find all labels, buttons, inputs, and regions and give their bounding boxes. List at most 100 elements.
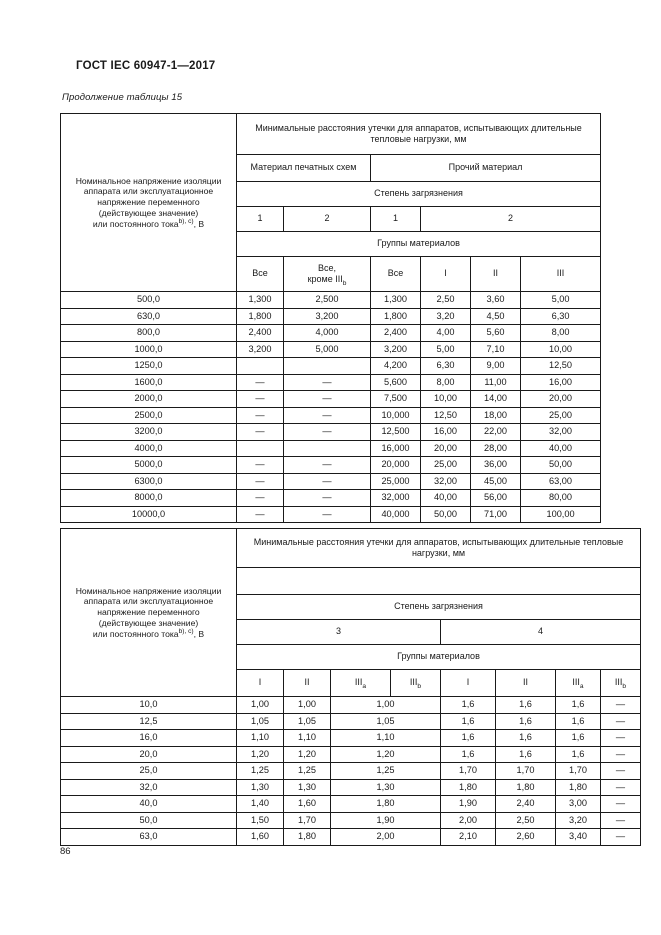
cell-voltage: 25,0 xyxy=(60,762,237,780)
cell-value: 2,400 xyxy=(236,324,284,342)
row-header-voltage-label: Номинальное напряжение изоляции аппарата… xyxy=(60,113,237,292)
cell-voltage: 1250,0 xyxy=(60,357,237,375)
cell-voltage: 2500,0 xyxy=(60,406,237,424)
cell-value: 14,00 xyxy=(470,390,521,408)
cell-value: 1,70 xyxy=(555,762,601,780)
cell-value: 1,70 xyxy=(283,811,331,829)
cell-value: 5,00 xyxy=(519,291,602,309)
cell-value: 20,00 xyxy=(519,390,602,408)
row-header-line-5: или постоянного тока xyxy=(92,218,179,229)
header-other-material: Прочий материал xyxy=(369,154,602,182)
row-header-voltage-label: Номинальное напряжение изоляции аппарата… xyxy=(60,528,237,697)
cell-value: — xyxy=(599,811,642,829)
cell-value: — xyxy=(599,778,642,796)
cell-value: 10,00 xyxy=(420,390,471,408)
material-group-col-all-other: Все xyxy=(370,256,421,292)
cell-value: 1,20 xyxy=(236,745,284,763)
cell-value: — xyxy=(599,745,642,763)
pollution-degree-3: 3 xyxy=(236,619,441,645)
cell-value: 2,50 xyxy=(495,811,556,829)
cell-voltage: 6300,0 xyxy=(60,472,237,490)
cell-value: — xyxy=(236,423,284,441)
cell-value: 2,50 xyxy=(420,291,471,309)
cell-value: 1,80 xyxy=(283,828,331,846)
table-row: 1600,0 — — 5,600 8,00 11,00 16,00 xyxy=(60,373,602,391)
cell-value: 3,20 xyxy=(420,307,471,325)
cell-value: — xyxy=(236,472,284,490)
table-header-row-material-groups: Все Все, кроме IIIb Все I II III xyxy=(61,256,602,292)
group-label-base: III xyxy=(354,677,363,688)
material-group-col-all-except-IIIb: Все, кроме IIIb xyxy=(283,256,371,292)
cell-value: 3,40 xyxy=(555,828,601,846)
cell-value: 1,25 xyxy=(236,762,284,780)
cell-value: — xyxy=(283,390,371,408)
cell-value: 32,00 xyxy=(420,472,471,490)
cell-value xyxy=(283,357,371,375)
cell-value: 5,000 xyxy=(283,340,371,358)
group-label-line-2: кроме III xyxy=(307,274,343,284)
table-header-row-material-groups-label: Группы материалов xyxy=(61,644,642,670)
row-header-line-2: аппарата или эксплуатационное xyxy=(83,596,214,607)
cell-value: — xyxy=(283,373,371,391)
cell-value: — xyxy=(283,505,371,523)
table-row: 10,0 1,00 1,00 1,00 1,6 1,6 1,6 — xyxy=(60,696,642,714)
table-row: 1000,0 3,200 5,000 3,200 5,00 7,10 10,00 xyxy=(60,340,602,358)
cell-voltage: 8000,0 xyxy=(60,489,237,507)
table-row: 10000,0 — — 40,000 50,00 71,00 100,00 xyxy=(60,505,602,523)
cell-value: 3,200 xyxy=(283,307,371,325)
cell-value: 1,30 xyxy=(283,778,331,796)
cell-value: 1,00 xyxy=(330,696,441,714)
cell-value: 1,800 xyxy=(236,307,284,325)
group-label-subscript: b xyxy=(622,683,627,691)
cell-value: 1,300 xyxy=(370,291,421,309)
cell-value: 50,00 xyxy=(420,505,471,523)
material-group-col-III: III xyxy=(519,256,602,292)
cell-voltage: 10000,0 xyxy=(60,505,237,523)
cell-value: 1,6 xyxy=(440,696,496,714)
cell-value: 12,50 xyxy=(519,357,602,375)
cell-value: 6,30 xyxy=(519,307,602,325)
cell-value: 3,200 xyxy=(370,340,421,358)
cell-voltage: 800,0 xyxy=(60,324,237,342)
header-pollution-degree-label: Степень загрязнения xyxy=(235,181,602,207)
cell-value: 1,300 xyxy=(236,291,284,309)
cell-value: 22,00 xyxy=(470,423,521,441)
cell-value: 28,00 xyxy=(470,439,521,457)
cell-value: 1,90 xyxy=(440,795,496,813)
cell-value: — xyxy=(236,406,284,424)
row-header-line-4: (действующее значение) xyxy=(98,617,199,628)
material-group-col-IIIa-deg4: IIIa xyxy=(555,669,601,697)
table-row: 1250,0 4,200 6,30 9,00 12,50 xyxy=(60,357,602,375)
cell-value: 2,500 xyxy=(283,291,371,309)
table-row: 50,0 1,50 1,70 1,90 2,00 2,50 3,20 — xyxy=(60,811,642,829)
cell-value: 32,000 xyxy=(370,489,421,507)
cell-value: 2,00 xyxy=(330,828,441,846)
header-creepage-title: Минимальные расстояния утечки для аппара… xyxy=(235,113,602,155)
cell-value: 1,6 xyxy=(440,729,496,747)
cell-value: 9,00 xyxy=(470,357,521,375)
table-row: 25,0 1,25 1,25 1,25 1,70 1,70 1,70 — xyxy=(60,762,642,780)
group-label-subscript: a xyxy=(362,683,367,691)
cell-voltage: 4000,0 xyxy=(60,439,237,457)
cell-value: — xyxy=(599,696,642,714)
cell-voltage: 40,0 xyxy=(60,795,237,813)
group-label-base: III xyxy=(409,677,418,688)
cell-value: 20,00 xyxy=(420,439,471,457)
pollution-degree-other-1: 1 xyxy=(370,206,421,232)
cell-value: 36,00 xyxy=(470,456,521,474)
cell-value: — xyxy=(236,390,284,408)
cell-value: 18,00 xyxy=(470,406,521,424)
material-group-col-all-printed-1: Все xyxy=(236,256,284,292)
group-label-subscript: b xyxy=(342,279,347,287)
cell-value: — xyxy=(599,712,642,730)
cell-value: — xyxy=(599,762,642,780)
cell-value: 1,60 xyxy=(283,795,331,813)
cell-value: 4,000 xyxy=(283,324,371,342)
cell-value: 8,00 xyxy=(420,373,471,391)
pollution-degree-other-2: 2 xyxy=(419,206,602,232)
cell-value: 2,00 xyxy=(440,811,496,829)
table-row: 2500,0 — — 10,000 12,50 18,00 25,00 xyxy=(60,406,602,424)
cell-value: — xyxy=(283,489,371,507)
cell-value: 1,05 xyxy=(330,712,441,730)
group-label-subscript: b xyxy=(417,683,422,691)
